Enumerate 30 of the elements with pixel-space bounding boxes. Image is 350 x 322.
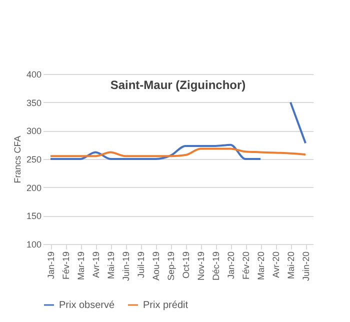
y-tick-label: 400 [26, 70, 42, 80]
x-tick-label: Juil-19 [136, 252, 146, 278]
x-tick-label: Fév-19 [61, 252, 71, 280]
chart-title: Saint-Maur (Ziguinchor) [110, 78, 246, 92]
x-tick-label: Jan-19 [46, 252, 56, 280]
x-tick-label: Mai-19 [106, 252, 116, 280]
x-tick-label: Aou-19 [151, 252, 161, 281]
y-tick-label: 100 [26, 240, 42, 250]
y-tick-label: 200 [26, 182, 42, 193]
x-tick-label: Avr-20 [271, 252, 281, 278]
x-tick-label: Juin-20 [301, 252, 311, 282]
y-tick-label: 300 [26, 126, 42, 136]
x-tick-label: Déc-19 [211, 252, 221, 281]
y-axis-title: Francs CFA [12, 136, 22, 184]
x-tick-label: Sep-19 [166, 252, 176, 281]
x-tick-label: Avr-19 [91, 252, 101, 278]
y-tick-label: 250 [26, 154, 42, 164]
legend-label: Prix observé [59, 300, 116, 311]
x-tick-label: Juin-19 [121, 252, 131, 282]
x-tick-label: Mar-20 [256, 252, 266, 280]
x-tick-label: Jan-20 [226, 252, 236, 280]
line-series [50, 148, 306, 158]
legend-label: Prix prédit [143, 300, 188, 311]
x-tick-label: Mar-19 [76, 252, 86, 280]
x-tick-label: Fév-20 [241, 252, 251, 280]
x-tick-label: Nov-19 [196, 252, 206, 281]
x-tick-label: Oct-19 [181, 252, 191, 279]
x-tick-label: Mai-20 [286, 252, 296, 280]
y-tick-label: 150 [26, 211, 42, 222]
y-tick-label: 350 [26, 98, 42, 108]
